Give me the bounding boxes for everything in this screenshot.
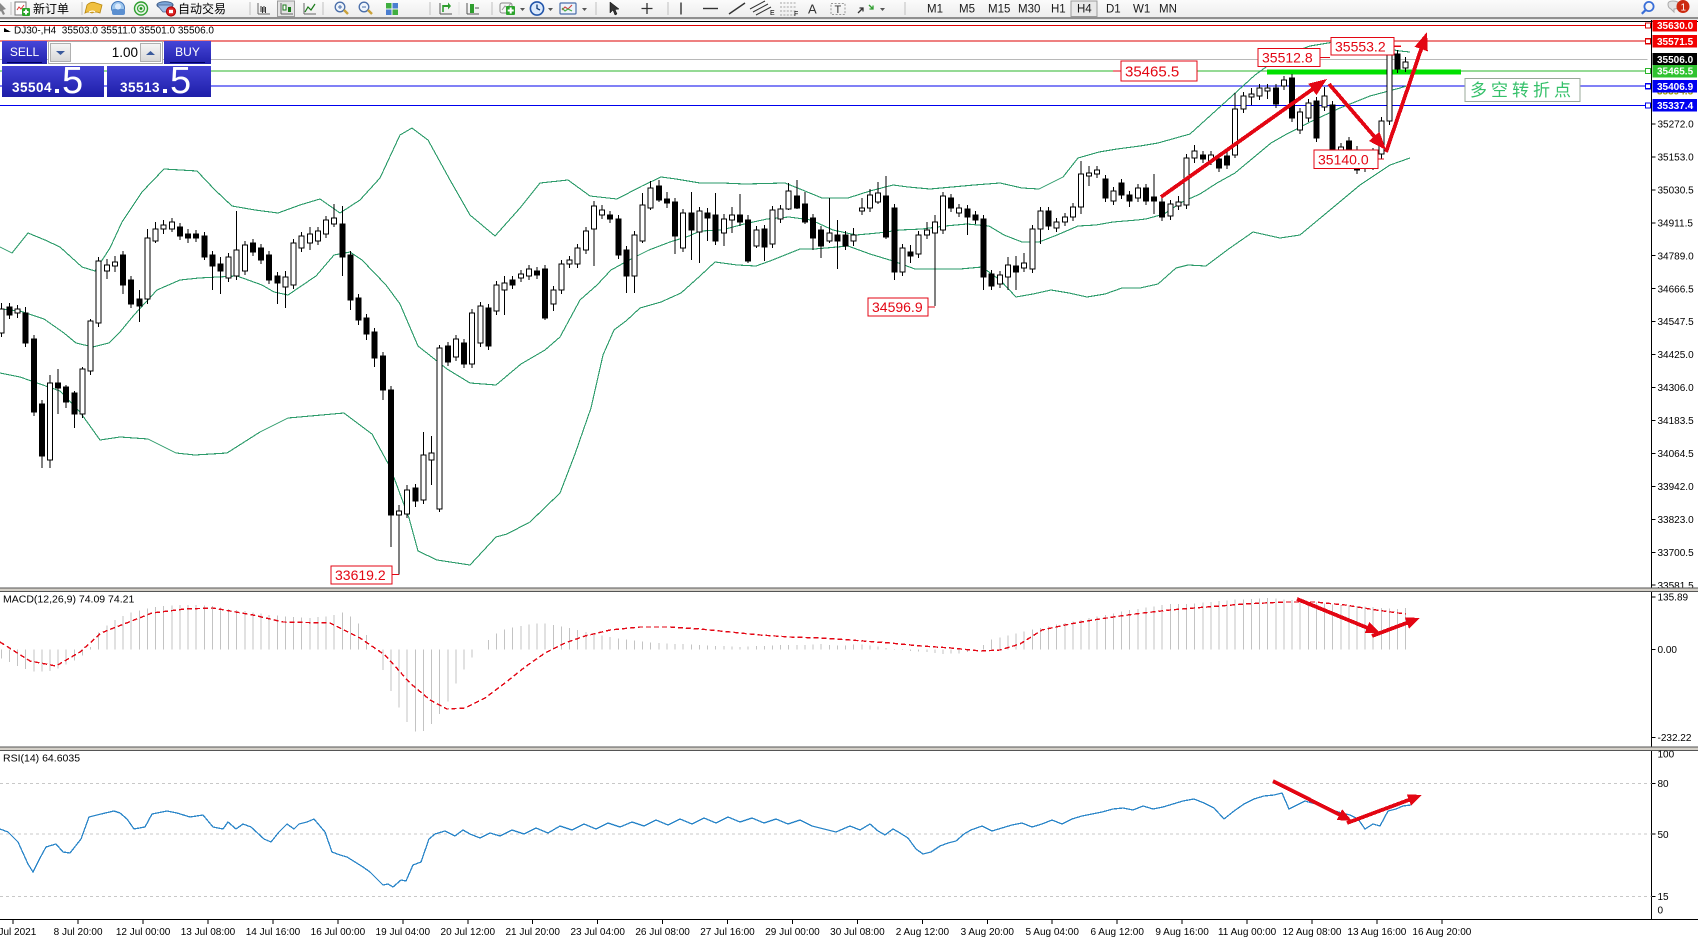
svg-text:30 Jul 08:00: 30 Jul 08:00 xyxy=(830,927,885,938)
svg-text:20 Jul 12:00: 20 Jul 12:00 xyxy=(441,927,496,938)
svg-text:13 Aug 16:00: 13 Aug 16:00 xyxy=(1347,927,1406,938)
svg-text:34064.5: 34064.5 xyxy=(1658,449,1695,460)
svg-text:26 Jul 08:00: 26 Jul 08:00 xyxy=(635,927,690,938)
svg-text:12 Jul 00:00: 12 Jul 00:00 xyxy=(116,927,171,938)
svg-text:13 Jul 08:00: 13 Jul 08:00 xyxy=(181,927,236,938)
svg-text:多空转折点: 多空转折点 xyxy=(1470,81,1575,100)
svg-text:34306.0: 34306.0 xyxy=(1658,383,1695,394)
svg-text:0: 0 xyxy=(1658,906,1664,917)
svg-text:35030.5: 35030.5 xyxy=(1658,185,1695,196)
svg-text:3 Aug 20:00: 3 Aug 20:00 xyxy=(961,927,1015,938)
svg-text:14 Jul 16:00: 14 Jul 16:00 xyxy=(246,927,301,938)
svg-text:MACD(12,26,9) 74.09 74.21: MACD(12,26,9) 74.09 74.21 xyxy=(3,594,134,606)
svg-text:100: 100 xyxy=(1658,750,1675,761)
svg-text:新订单: 新订单 xyxy=(33,1,69,16)
svg-text:16 Jul 00:00: 16 Jul 00:00 xyxy=(311,927,366,938)
svg-text:50: 50 xyxy=(1658,830,1670,841)
svg-text:19 Jul 04:00: 19 Jul 04:00 xyxy=(376,927,431,938)
svg-text:-232.22: -232.22 xyxy=(1658,733,1692,744)
svg-text:A: A xyxy=(808,2,817,17)
svg-text:H4: H4 xyxy=(1077,4,1092,16)
svg-text:35512.8: 35512.8 xyxy=(1262,50,1313,66)
svg-text:21 Jul 20:00: 21 Jul 20:00 xyxy=(505,927,560,938)
svg-text:35406.9: 35406.9 xyxy=(1657,82,1694,93)
svg-text:33942.0: 33942.0 xyxy=(1658,482,1695,493)
svg-text:15: 15 xyxy=(1658,892,1670,903)
svg-text:MN: MN xyxy=(1159,4,1177,16)
svg-text:27 Jul 16:00: 27 Jul 16:00 xyxy=(700,927,755,938)
svg-text:自动交易: 自动交易 xyxy=(178,1,226,16)
svg-text:35140.0: 35140.0 xyxy=(1318,151,1369,167)
svg-text:9 Aug 16:00: 9 Aug 16:00 xyxy=(1155,927,1209,938)
svg-text:11 Aug 00:00: 11 Aug 00:00 xyxy=(1218,927,1277,938)
svg-text:34547.5: 34547.5 xyxy=(1658,317,1695,328)
svg-text:135.89: 135.89 xyxy=(1658,593,1689,604)
svg-text:34183.5: 34183.5 xyxy=(1658,416,1695,427)
svg-text:5 Aug 04:00: 5 Aug 04:00 xyxy=(1026,927,1080,938)
svg-text:35465.5: 35465.5 xyxy=(1125,63,1179,80)
svg-text:80: 80 xyxy=(1658,779,1670,790)
svg-text:W1: W1 xyxy=(1133,4,1150,16)
svg-text:34911.5: 34911.5 xyxy=(1658,218,1694,229)
svg-text:E: E xyxy=(770,10,775,17)
svg-text:33823.0: 33823.0 xyxy=(1658,515,1695,526)
svg-text:34596.9: 34596.9 xyxy=(872,299,923,315)
svg-text:RSI(14) 64.6035: RSI(14) 64.6035 xyxy=(3,753,80,765)
svg-text:12 Aug 08:00: 12 Aug 08:00 xyxy=(1283,927,1342,938)
svg-text:34789.0: 34789.0 xyxy=(1658,251,1695,262)
svg-text:F: F xyxy=(794,11,798,18)
svg-text:7 Jul 2021: 7 Jul 2021 xyxy=(0,927,37,938)
svg-text:D1: D1 xyxy=(1106,4,1121,16)
svg-text:H1: H1 xyxy=(1051,4,1066,16)
svg-text:M1: M1 xyxy=(927,4,943,16)
svg-text:35553.2: 35553.2 xyxy=(1335,38,1386,54)
svg-text:M5: M5 xyxy=(959,4,975,16)
svg-text:1: 1 xyxy=(1681,3,1687,14)
svg-text:35630.0: 35630.0 xyxy=(1657,21,1694,32)
svg-text:34666.5: 34666.5 xyxy=(1658,284,1695,295)
svg-text:35465.5: 35465.5 xyxy=(1657,67,1694,78)
svg-text:M30: M30 xyxy=(1018,4,1040,16)
svg-text:8 Jul 20:00: 8 Jul 20:00 xyxy=(54,927,103,938)
svg-text:35571.5: 35571.5 xyxy=(1657,37,1694,48)
svg-text:33700.5: 33700.5 xyxy=(1658,548,1695,559)
svg-text:2 Aug 12:00: 2 Aug 12:00 xyxy=(896,927,950,938)
svg-text:35506.0: 35506.0 xyxy=(1657,55,1694,66)
svg-text:35153.0: 35153.0 xyxy=(1658,153,1695,164)
svg-text:23 Jul 04:00: 23 Jul 04:00 xyxy=(570,927,625,938)
svg-text:M15: M15 xyxy=(988,4,1010,16)
svg-text:33581.5: 33581.5 xyxy=(1658,581,1695,592)
svg-text:0.00: 0.00 xyxy=(1658,645,1678,656)
svg-text:T: T xyxy=(835,4,842,16)
svg-text:35337.4: 35337.4 xyxy=(1657,101,1694,112)
svg-text:35272.0: 35272.0 xyxy=(1658,120,1695,131)
svg-text:DJ30-,H4 35503.0 35511.0 3550: DJ30-,H4 35503.0 35511.0 35501.0 35506.0 xyxy=(14,26,214,37)
svg-text:16 Aug 20:00: 16 Aug 20:00 xyxy=(1412,927,1471,938)
svg-text:29 Jul 00:00: 29 Jul 00:00 xyxy=(765,927,820,938)
svg-text:34425.0: 34425.0 xyxy=(1658,350,1695,361)
svg-text:33619.2: 33619.2 xyxy=(335,567,386,583)
svg-text:6 Aug 12:00: 6 Aug 12:00 xyxy=(1091,927,1145,938)
